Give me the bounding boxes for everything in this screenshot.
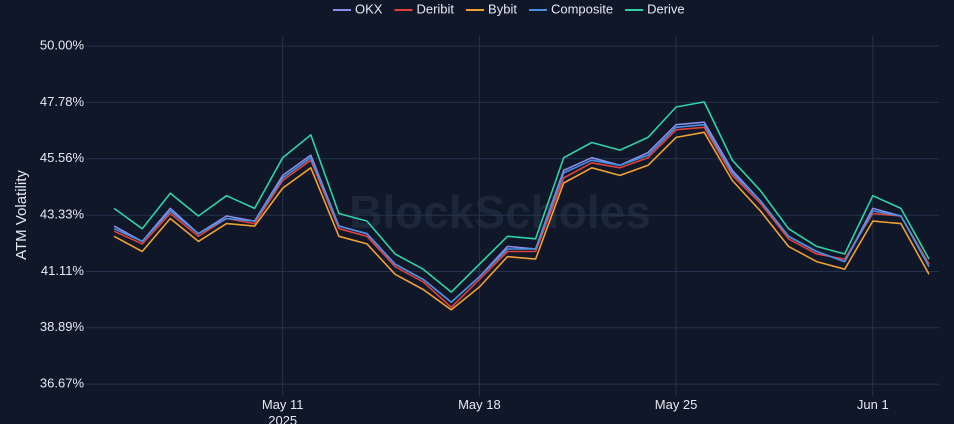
legend-label: Bybit [488,1,517,16]
y-tick-label: 50.00% [40,38,85,53]
y-axis-title: ATM Volatility [13,170,30,260]
legend-label: Deribit [416,1,454,16]
x-tick-label: Jun 1 [857,397,889,412]
y-tick-label: 38.89% [40,319,85,334]
y-tick-label: 41.11% [41,263,85,278]
legend-label: Composite [551,1,613,16]
watermark: BlockScholes [349,186,651,238]
y-tick-label: 36.67% [40,376,85,391]
legend-label: OKX [355,1,383,16]
line-series [113,101,930,293]
y-tick-label: 43.33% [40,207,85,222]
line-series [113,131,930,311]
x-tick-label: May 18 [458,397,501,412]
y-tick-label: 47.78% [40,94,85,109]
x-tick-label: May 25 [655,397,698,412]
line-series [113,126,930,309]
legend-label: Derive [647,1,685,16]
line-series [113,123,930,303]
y-tick-label: 45.56% [40,150,85,165]
x-tick-label: May 11 2025 [262,397,304,424]
